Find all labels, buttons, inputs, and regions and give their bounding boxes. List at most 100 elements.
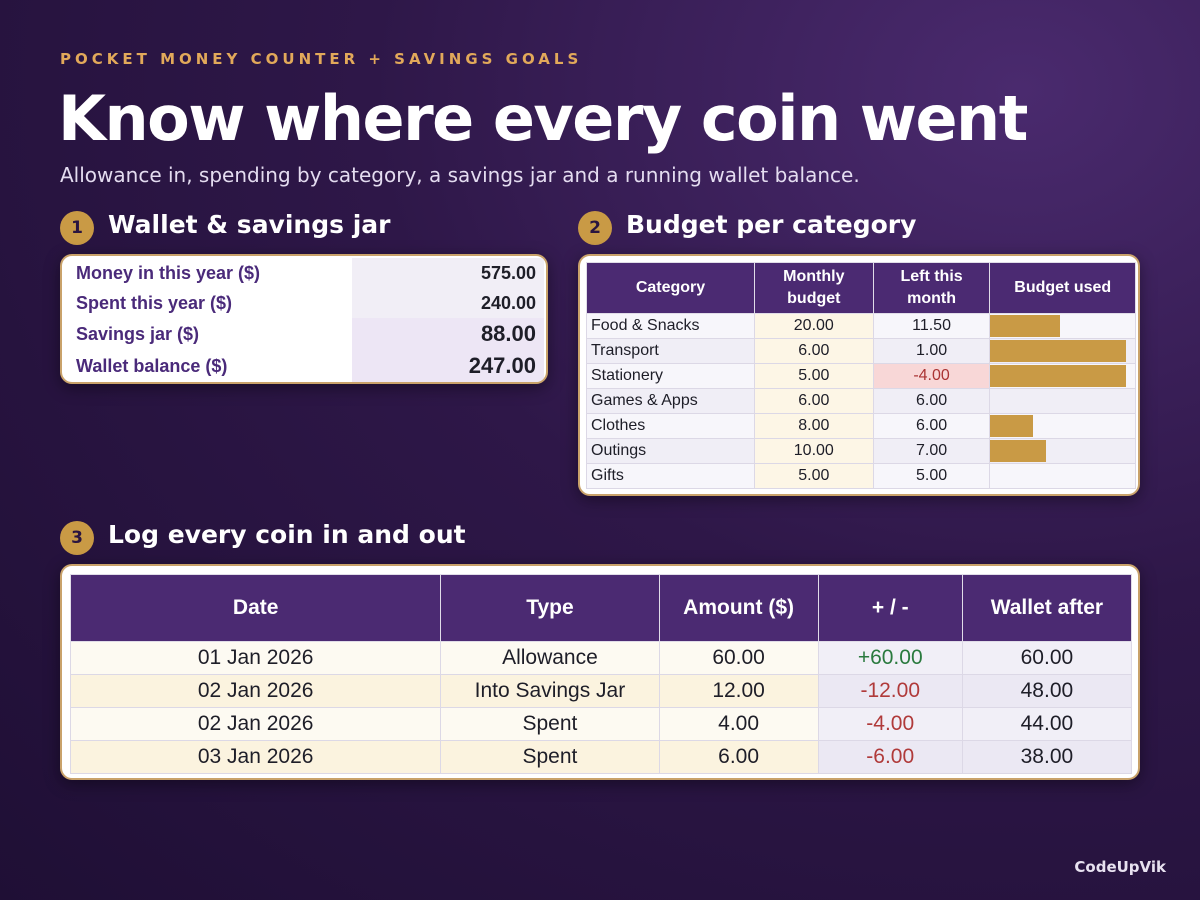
wallet-label: Savings jar ($)	[76, 323, 200, 344]
log-table: Date Type Amount ($) + / - Wallet after 01 Ja…	[69, 574, 1133, 774]
monthly-budget: 6.00	[753, 338, 874, 364]
budget-row: Clothes 8.00 6.00	[586, 413, 1136, 439]
title: Know where every coin went	[58, 82, 1028, 155]
subtitle: Allowance in, spending by category, a sa…	[60, 163, 860, 187]
budget-row: Outings 10.00 7.00	[586, 438, 1136, 464]
date: 03 Jan 2026	[69, 740, 442, 774]
change: -4.00	[817, 707, 963, 741]
wallet-row: Savings jar ($) 88.00	[64, 318, 544, 350]
header-row: Date Type Amount ($) + / - Wallet after	[69, 574, 1133, 642]
budget-bar	[990, 440, 1047, 462]
category: Games & Apps	[586, 388, 755, 414]
section-title: Budget per category	[626, 210, 917, 239]
eyebrow: POCKET MONEY COUNTER + SAVINGS GOALS	[60, 50, 583, 68]
monthly-budget: 6.00	[753, 388, 874, 414]
column-header: Monthly budget	[753, 262, 874, 314]
column-header: Type	[440, 574, 660, 642]
budget-bar	[990, 315, 1060, 337]
date: 01 Jan 2026	[69, 641, 442, 675]
wallet-value: 88.00	[352, 318, 544, 350]
monthly-budget: 5.00	[753, 463, 874, 489]
wallet-after: 60.00	[961, 641, 1133, 675]
wallet-label: Money in this year ($)	[76, 262, 261, 283]
date: 02 Jan 2026	[69, 674, 442, 708]
budget-row: Gifts 5.00 5.00	[586, 463, 1136, 489]
type: Allowance	[440, 641, 660, 675]
category: Outings	[586, 438, 755, 464]
left-this-month: 6.00	[872, 388, 991, 414]
budget-bar	[990, 415, 1033, 437]
wallet-after: 38.00	[961, 740, 1133, 774]
wallet-after: 48.00	[961, 674, 1133, 708]
budget-used-cell	[989, 313, 1136, 339]
date: 02 Jan 2026	[69, 707, 442, 741]
amount: 60.00	[658, 641, 819, 675]
badge: 3	[60, 521, 94, 555]
wallet-value: 247.00	[352, 350, 544, 382]
budget-card: Category Monthly budget Left this month Bud…	[578, 254, 1140, 496]
badge: 2	[578, 211, 612, 245]
wallet-row: Spent this year ($) 240.00	[64, 288, 544, 318]
budget-bar	[990, 365, 1127, 387]
column-header: Left this month	[872, 262, 991, 314]
section-title: Wallet & savings jar	[108, 210, 391, 239]
budget-row: Food & Snacks 20.00 11.50	[586, 313, 1136, 339]
column-header: Wallet after	[961, 574, 1133, 642]
column-header: Amount ($)	[658, 574, 819, 642]
wallet-row: Wallet balance ($) 247.00	[64, 350, 544, 382]
header-row: Category Monthly budget Left this month Bud…	[586, 262, 1136, 314]
category: Gifts	[586, 463, 755, 489]
amount: 12.00	[658, 674, 819, 708]
log-row: 02 Jan 2026 Into Savings Jar 12.00 -12.00 48…	[69, 674, 1133, 708]
badge: 1	[60, 211, 94, 245]
category: Food & Snacks	[586, 313, 755, 339]
column-header: Date	[69, 574, 442, 642]
section-title: Log every coin in and out	[108, 520, 466, 549]
monthly-budget: 8.00	[753, 413, 874, 439]
budget-used-cell	[989, 363, 1136, 389]
type: Into Savings Jar	[440, 674, 660, 708]
log-row: 03 Jan 2026 Spent 6.00 -6.00 38.00	[69, 740, 1133, 774]
change: -12.00	[817, 674, 963, 708]
category: Transport	[586, 338, 755, 364]
column-header: Budget used	[989, 262, 1136, 314]
budget-row: Stationery 5.00 -4.00	[586, 363, 1136, 389]
wallet-label: Spent this year ($)	[76, 292, 233, 313]
column-header: Category	[586, 262, 755, 314]
budget-used-cell	[989, 413, 1136, 439]
left-this-month: -4.00	[872, 363, 991, 389]
wallet-table: Money in this year ($) 575.00 Spent this y…	[64, 258, 544, 382]
budget-row: Games & Apps 6.00 6.00	[586, 388, 1136, 414]
left-this-month: 6.00	[872, 413, 991, 439]
budget-used-cell	[989, 388, 1136, 414]
log-row: 01 Jan 2026 Allowance 60.00 +60.00 60.00	[69, 641, 1133, 675]
log-card: Date Type Amount ($) + / - Wallet after 01 Ja…	[60, 564, 1140, 780]
column-header: + / -	[817, 574, 963, 642]
type: Spent	[440, 740, 660, 774]
budget-row: Transport 6.00 1.00	[586, 338, 1136, 364]
left-this-month: 1.00	[872, 338, 991, 364]
watermark: CodeUpVik	[1074, 858, 1166, 876]
monthly-budget: 20.00	[753, 313, 874, 339]
category: Clothes	[586, 413, 755, 439]
budget-used-cell	[989, 338, 1136, 364]
amount: 4.00	[658, 707, 819, 741]
budget-bar	[990, 340, 1127, 362]
wallet-label: Wallet balance ($)	[76, 355, 228, 376]
left-this-month: 5.00	[872, 463, 991, 489]
budget-used-cell	[989, 438, 1136, 464]
wallet-value: 240.00	[352, 288, 544, 318]
change: +60.00	[817, 641, 963, 675]
wallet-row: Money in this year ($) 575.00	[64, 258, 544, 288]
category: Stationery	[586, 363, 755, 389]
change: -6.00	[817, 740, 963, 774]
wallet-value: 575.00	[352, 258, 544, 288]
amount: 6.00	[658, 740, 819, 774]
budget-table: Category Monthly budget Left this month Bud…	[586, 262, 1136, 489]
wallet-card: Money in this year ($) 575.00 Spent this y…	[60, 254, 548, 384]
budget-used-cell	[989, 463, 1136, 489]
wallet-after: 44.00	[961, 707, 1133, 741]
monthly-budget: 5.00	[753, 363, 874, 389]
monthly-budget: 10.00	[753, 438, 874, 464]
